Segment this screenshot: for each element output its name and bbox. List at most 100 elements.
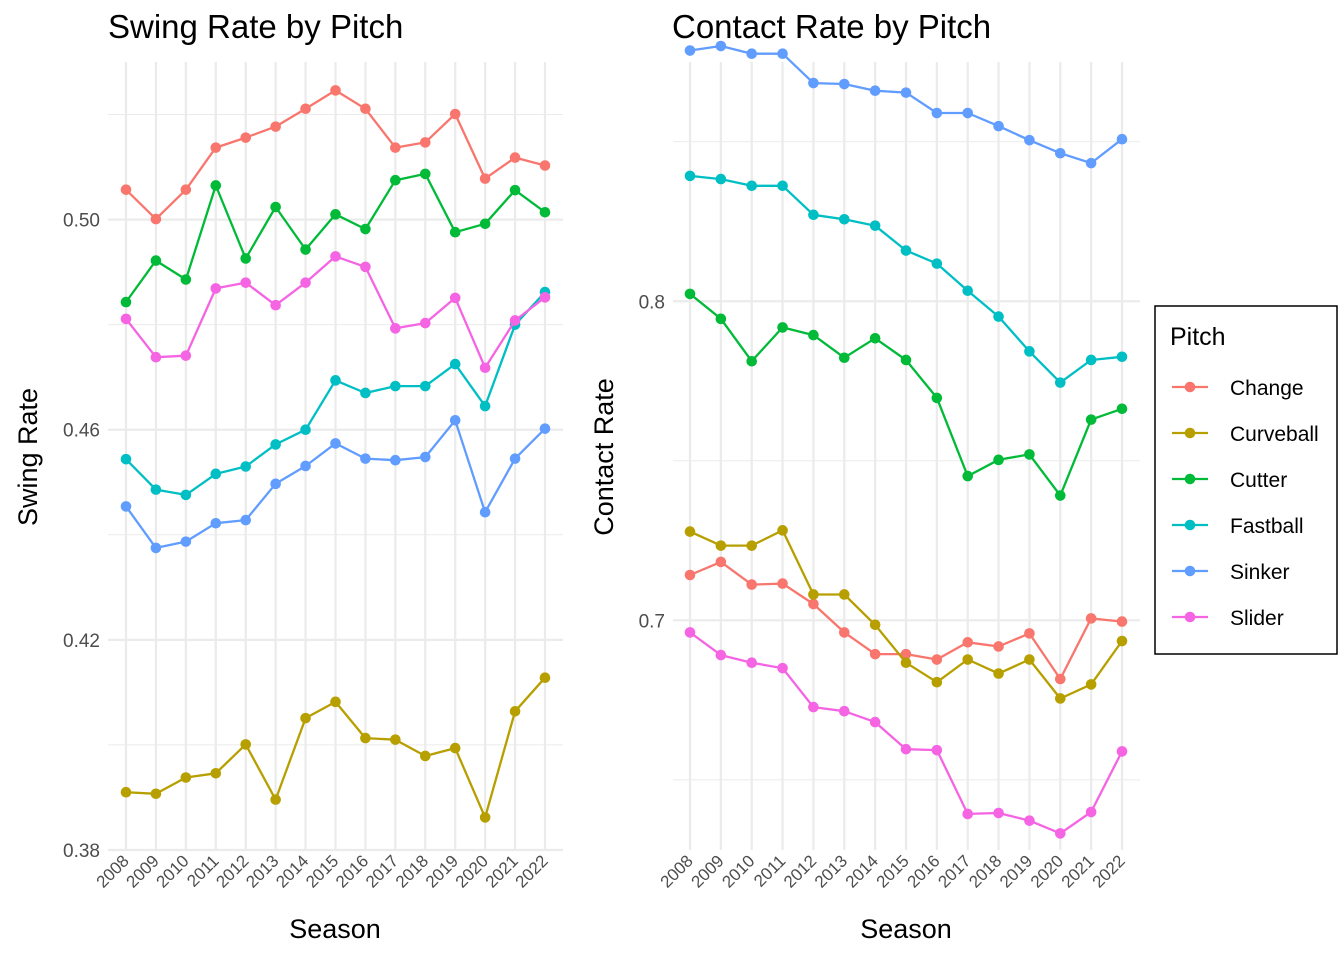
data-point-sinker <box>931 107 943 119</box>
data-point-change <box>746 579 758 590</box>
data-point-slider <box>449 292 461 304</box>
data-point-curveball <box>419 750 431 762</box>
data-point-fastball <box>962 285 974 297</box>
x-tick-label: 2011 <box>750 851 789 890</box>
data-point-fastball <box>684 170 696 182</box>
data-point-slider <box>993 807 1004 819</box>
data-point-cutter <box>449 226 461 238</box>
data-point-cutter <box>240 253 252 264</box>
data-point-sinker <box>300 460 311 472</box>
data-point-change <box>715 556 727 568</box>
data-point-fastball <box>869 220 881 231</box>
data-point-curveball <box>120 786 132 798</box>
data-point-sinker <box>1024 134 1035 146</box>
data-point-change <box>330 85 341 96</box>
data-point-sinker <box>479 506 491 518</box>
data-point-sinker <box>240 514 252 526</box>
data-point-sinker <box>838 78 850 90</box>
data-point-cutter <box>1024 449 1035 460</box>
data-point-change <box>962 637 974 648</box>
data-point-curveball <box>330 696 341 708</box>
data-point-fastball <box>360 387 371 399</box>
data-point-slider <box>240 277 252 288</box>
contact-rate-panel: Contact Rate by Pitch 0.70.8 20082009201… <box>589 8 1140 944</box>
data-point-sinker <box>900 87 912 98</box>
data-point-curveball <box>1116 635 1128 647</box>
legend-label: Sinker <box>1230 561 1290 584</box>
data-point-fastball <box>240 461 252 472</box>
data-point-change <box>360 103 371 115</box>
data-point-cutter <box>1085 414 1097 425</box>
data-point-slider <box>539 292 551 303</box>
data-point-slider <box>1024 815 1035 826</box>
x-axis-title: Season <box>860 914 952 944</box>
data-point-change <box>838 627 850 638</box>
data-point-slider <box>120 313 132 325</box>
data-point-cutter <box>1054 490 1066 501</box>
data-point-curveball <box>270 794 281 805</box>
series-change <box>120 85 551 225</box>
data-point-cutter <box>684 288 696 300</box>
data-point-change <box>1024 628 1035 639</box>
data-point-cutter <box>210 180 222 191</box>
data-point-cutter <box>539 206 551 218</box>
data-point-change <box>390 142 401 153</box>
data-point-slider <box>150 351 162 363</box>
x-tick-label: 2012 <box>780 851 820 891</box>
data-point-change <box>869 648 881 660</box>
data-point-cutter <box>808 329 819 341</box>
data-point-curveball <box>1024 654 1035 665</box>
data-point-fastball <box>746 180 758 192</box>
data-point-sinker <box>962 107 974 119</box>
data-point-fastball <box>931 258 943 269</box>
x-tick-label: 2010 <box>153 851 193 891</box>
data-point-change <box>684 569 696 581</box>
data-point-cutter <box>479 218 491 230</box>
x-tick-label: 2012 <box>212 851 252 891</box>
y-tick-label: 0.8 <box>639 292 665 313</box>
data-point-curveball <box>1085 679 1097 690</box>
data-point-curveball <box>180 772 192 783</box>
x-tick-label: 2021 <box>1058 851 1098 891</box>
x-tick-label: 2014 <box>842 851 882 891</box>
data-point-sinker <box>390 454 401 466</box>
legend-items: Change Curveball Cutter Fastball Sinker Slide… <box>1172 377 1319 630</box>
x-tick-label: 2009 <box>123 851 163 891</box>
grid <box>673 62 1140 850</box>
data-point-fastball <box>449 358 461 370</box>
data-point-slider <box>900 743 912 755</box>
series-sinker <box>120 414 551 554</box>
data-point-slider <box>210 283 222 294</box>
x-tick-label: 2009 <box>688 851 728 891</box>
x-tick-label: 2016 <box>904 851 944 891</box>
x-tick-label: 2015 <box>302 851 342 891</box>
data-point-sinker <box>509 453 521 464</box>
data-point-fastball <box>1054 377 1066 388</box>
data-point-sinker <box>210 517 222 529</box>
data-point-curveball <box>360 732 371 744</box>
grid <box>108 62 563 852</box>
data-point-cutter <box>746 355 758 367</box>
x-tick-label: 2013 <box>811 851 851 891</box>
series-sinker <box>684 40 1128 169</box>
data-point-change <box>1054 673 1066 685</box>
data-point-curveball <box>210 768 222 779</box>
x-tick-label: 2008 <box>657 851 697 891</box>
data-point-change <box>808 598 819 610</box>
data-point-slider <box>330 251 341 262</box>
data-point-slider <box>808 701 819 713</box>
y-axis-ticks: 0.38 0.42 0.46 0.50 <box>63 211 100 862</box>
series-cutter <box>120 168 551 308</box>
data-point-curveball <box>715 540 727 551</box>
data-point-sinker <box>449 414 461 426</box>
data-point-curveball <box>777 525 788 536</box>
data-point-curveball <box>869 619 881 631</box>
data-point-curveball <box>838 589 850 600</box>
legend-label: Fastball <box>1230 515 1304 538</box>
data-point-curveball <box>390 734 401 745</box>
data-point-change <box>900 648 912 660</box>
x-tick-label: 2017 <box>934 851 974 891</box>
data-point-sinker <box>180 536 192 547</box>
data-point-sinker <box>270 478 281 490</box>
chart-title: Contact Rate by Pitch <box>672 8 991 45</box>
